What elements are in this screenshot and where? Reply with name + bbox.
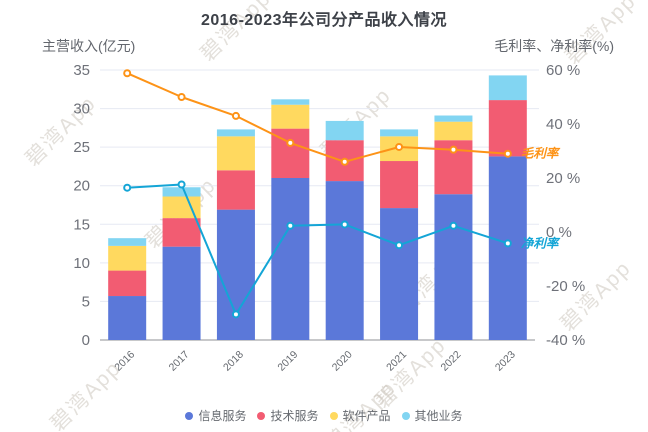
x-axis-tick-label: 2020: [330, 349, 355, 374]
bar-segment-技术服务-2023[interactable]: [488, 100, 527, 157]
bar-segment-信息服务-2019[interactable]: [271, 178, 310, 340]
legend-label: 技术服务: [270, 409, 319, 423]
line-毛利率: [126, 72, 508, 163]
left-axis-tick-label: 30: [73, 101, 90, 118]
line-point-净利率-2018[interactable]: [231, 310, 240, 319]
bar-segment-其他业务-2016[interactable]: [108, 238, 147, 246]
x-axis-tick-label: 2022: [439, 349, 464, 374]
bar-segment-其他业务-2019[interactable]: [271, 99, 310, 105]
line-point-毛利率-2017[interactable]: [177, 93, 186, 101]
line-point-毛利率-2018[interactable]: [231, 111, 240, 120]
x-axis-tick-label: 2017: [167, 349, 192, 374]
legend-marker-icon: [257, 411, 266, 420]
right-axis-title: 毛利率、净利率(%): [494, 38, 614, 54]
bar-segment-信息服务-2022[interactable]: [434, 194, 473, 340]
legend-item-软件产品[interactable]: 软件产品: [329, 407, 391, 424]
right-axis-tick-label: 60 %: [546, 62, 580, 79]
legend-item-其他业务[interactable]: 其他业务: [401, 407, 463, 424]
x-axis-tick-label: 2018: [221, 349, 246, 374]
line-point-净利率-2023[interactable]: [503, 239, 512, 248]
line-point-净利率-2019[interactable]: [286, 221, 295, 230]
right-axis-tick-label: 40 %: [546, 116, 580, 133]
line-point-毛利率-2022[interactable]: [449, 145, 458, 154]
left-axis-title: 主营收入(亿元): [42, 38, 136, 54]
chart-title: 2016-2023年公司分产品收入情况: [200, 12, 448, 29]
bar-segment-信息服务-2017[interactable]: [162, 246, 201, 340]
left-axis-tick-label: 5: [82, 293, 90, 310]
line-point-毛利率-2019[interactable]: [286, 138, 295, 147]
right-axis-tick-label: 20 %: [546, 170, 580, 187]
bar-segment-信息服务-2016[interactable]: [108, 296, 147, 340]
bar-segment-其他业务-2018[interactable]: [216, 129, 255, 137]
right-axis-tick-label: 0 %: [546, 224, 572, 241]
x-axis-tick-label: 2021: [384, 349, 409, 374]
x-axis-tick-label: 2023: [493, 349, 518, 374]
left-axis-tick-label: 10: [73, 255, 90, 272]
left-axis-tick-label: 20: [73, 178, 90, 195]
bar-segment-其他业务-2021[interactable]: [380, 129, 419, 137]
line-point-毛利率-2020[interactable]: [340, 157, 349, 166]
bar-segment-信息服务-2020[interactable]: [325, 181, 364, 340]
left-axis-tick-label: 25: [73, 139, 90, 156]
left-axis-tick-label: 35: [73, 62, 90, 79]
legend-item-技术服务[interactable]: 技术服务: [257, 407, 319, 424]
bar-segment-软件产品-2019[interactable]: [271, 104, 310, 129]
right-axis-tick-label: -40 %: [546, 332, 585, 349]
line-point-净利率-2017[interactable]: [177, 180, 186, 189]
bar-segment-其他业务-2017[interactable]: [162, 187, 201, 197]
bar-segment-技术服务-2021[interactable]: [380, 161, 419, 209]
bar-segment-信息服务-2023[interactable]: [488, 156, 527, 340]
legend-label: 信息服务: [198, 409, 247, 423]
legend-item-信息服务[interactable]: 信息服务: [185, 407, 246, 424]
legend-label: 软件产品: [342, 409, 391, 423]
bar-segment-技术服务-2016[interactable]: [108, 270, 147, 297]
line-point-毛利率-2021[interactable]: [395, 142, 404, 151]
bar-segment-其他业务-2022[interactable]: [434, 115, 473, 122]
line-point-毛利率-2016[interactable]: [123, 69, 132, 78]
bar-segment-软件产品-2016[interactable]: [108, 245, 147, 271]
legend-marker-icon: [185, 411, 194, 420]
x-axis-tick-label: 2019: [275, 349, 300, 374]
left-axis-tick-label: 0: [82, 332, 90, 349]
left-axis-tick-label: 15: [73, 216, 90, 233]
bar-segment-其他业务-2020[interactable]: [325, 120, 364, 141]
bar-segment-技术服务-2018[interactable]: [216, 170, 255, 210]
legend-marker-icon: [329, 411, 338, 420]
bar-segment-信息服务-2018[interactable]: [216, 209, 255, 340]
legend-marker-icon: [401, 411, 410, 420]
x-axis-tick-label: 2016: [112, 349, 137, 374]
bar-segment-技术服务-2017[interactable]: [162, 218, 201, 247]
bar-segment-其他业务-2023[interactable]: [488, 75, 527, 101]
bar-segment-软件产品-2017[interactable]: [162, 196, 201, 219]
line-point-净利率-2021[interactable]: [395, 241, 404, 250]
series-end-label-净利率: 净利率: [521, 236, 561, 250]
line-point-净利率-2022[interactable]: [449, 221, 458, 230]
line-point-净利率-2016[interactable]: [123, 183, 132, 192]
bar-segment-软件产品-2018[interactable]: [216, 136, 255, 171]
line-point-净利率-2020[interactable]: [340, 220, 349, 229]
bar-segment-信息服务-2021[interactable]: [380, 208, 419, 340]
line-净利率: [127, 183, 509, 316]
right-axis-tick-label: -20 %: [546, 278, 585, 295]
combo-chart: 0 5 10 15 20 25 30 35 -40 % -20 % 0 % 20 % 40 % 60 % 毛…: [73, 62, 585, 374]
line-point-毛利率-2023[interactable]: [503, 149, 512, 158]
series-end-label-毛利率: 毛利率: [521, 147, 561, 161]
bar-segment-软件产品-2022[interactable]: [434, 121, 473, 141]
legend: 信息服务 技术服务 软件产品 其他业务: [0, 407, 648, 424]
legend-label: 其他业务: [414, 409, 463, 423]
